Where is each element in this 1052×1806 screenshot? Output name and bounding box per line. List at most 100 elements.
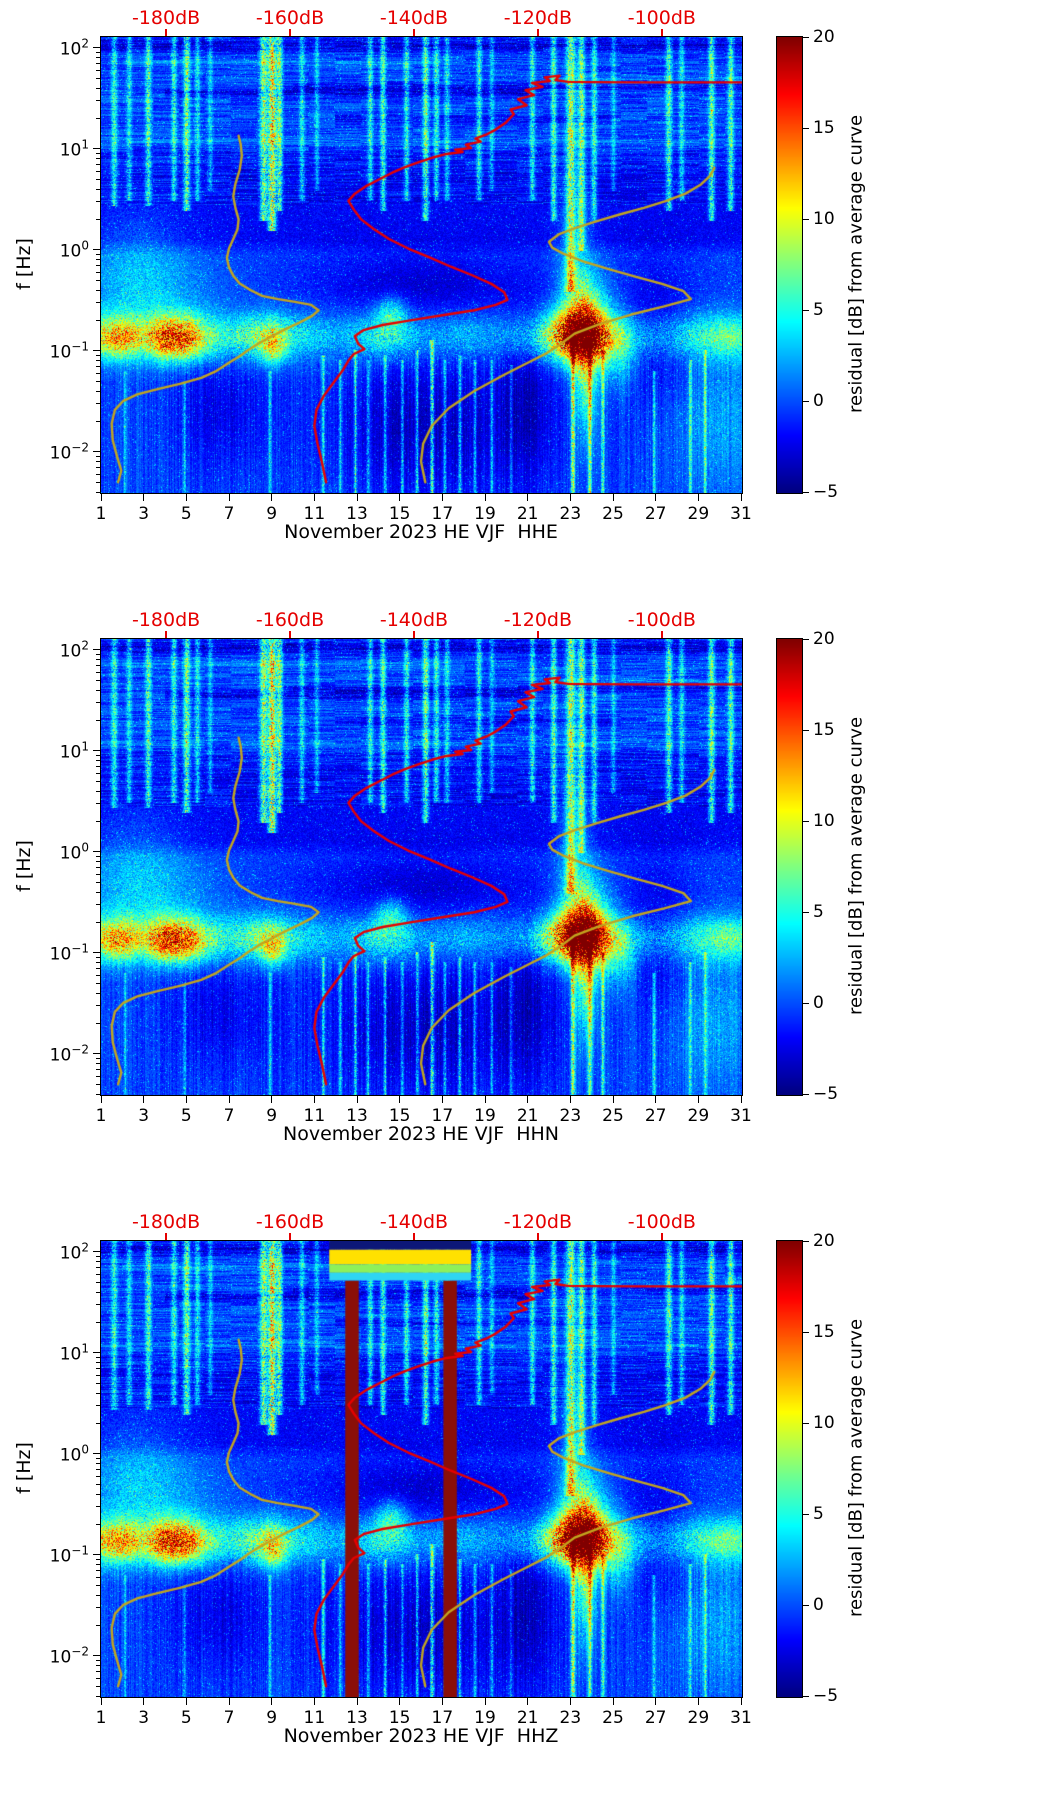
y-minor-tick-mark bbox=[96, 69, 100, 71]
y-minor-tick-mark bbox=[96, 1362, 100, 1364]
y-minor-tick-mark bbox=[96, 1281, 100, 1283]
y-minor-tick-mark bbox=[96, 1457, 100, 1459]
x-tick-label: 25 bbox=[602, 1106, 624, 1126]
top-db-tick-mark bbox=[165, 29, 168, 36]
top-db-label: -160dB bbox=[255, 7, 325, 29]
y-minor-tick-mark bbox=[96, 1266, 100, 1268]
y-minor-tick-mark bbox=[96, 1569, 100, 1571]
x-tick-mark bbox=[527, 494, 529, 501]
x-tick-label: 27 bbox=[644, 504, 667, 524]
top-db-tick-mark bbox=[165, 1233, 168, 1240]
y-minor-tick-mark bbox=[96, 962, 100, 964]
colorbar-tick-mark bbox=[803, 1695, 809, 1697]
x-tick-label: 3 bbox=[138, 504, 150, 524]
x-tick-label: 13 bbox=[346, 504, 368, 524]
x-tick-mark bbox=[740, 1096, 742, 1103]
x-tick-label: 29 bbox=[687, 1106, 710, 1126]
y-minor-tick-mark bbox=[96, 790, 100, 792]
x-tick-label: 7 bbox=[223, 504, 235, 524]
colorbar-tick-label: 0 bbox=[813, 391, 824, 411]
x-tick-label: 17 bbox=[431, 1106, 454, 1126]
y-tick-mark bbox=[93, 1053, 100, 1055]
y-minor-tick-mark bbox=[96, 372, 100, 374]
y-minor-tick-mark bbox=[96, 765, 100, 767]
y-minor-tick-mark bbox=[96, 1022, 100, 1024]
colorbar-tick-label: −5 bbox=[813, 1686, 839, 1706]
x-tick-mark bbox=[740, 494, 742, 501]
colorbar-tick-label: 5 bbox=[813, 300, 824, 320]
colorbar-tick-mark bbox=[803, 1513, 809, 1515]
y-minor-tick-mark bbox=[96, 967, 100, 969]
colorbar-tick-label: 20 bbox=[813, 1231, 835, 1251]
y-axis-label: f [Hz] bbox=[13, 238, 35, 290]
colorbar-tick-label: 5 bbox=[813, 902, 824, 922]
y-minor-tick-mark bbox=[96, 264, 100, 266]
colorbar-tick-label: 10 bbox=[813, 1413, 835, 1433]
x-axis-label: November 2023 HE VJF HHZ bbox=[283, 1725, 559, 1747]
y-minor-tick-mark bbox=[96, 158, 100, 160]
x-tick-label: 7 bbox=[223, 1106, 235, 1126]
x-tick-mark bbox=[697, 1698, 699, 1705]
y-minor-tick-mark bbox=[96, 1493, 100, 1495]
x-tick-mark bbox=[697, 1096, 699, 1103]
y-minor-tick-mark bbox=[96, 466, 100, 468]
y-minor-tick-mark bbox=[96, 62, 100, 64]
y-minor-tick-mark bbox=[96, 1422, 100, 1424]
top-db-label: -180dB bbox=[131, 1211, 201, 1233]
y-tick-mark bbox=[93, 47, 100, 49]
x-tick-mark bbox=[228, 1096, 230, 1103]
y-minor-tick-mark bbox=[96, 1564, 100, 1566]
x-tick-mark bbox=[569, 1698, 571, 1705]
y-minor-tick-mark bbox=[96, 820, 100, 822]
x-tick-mark bbox=[612, 1096, 614, 1103]
y-minor-tick-mark bbox=[96, 271, 100, 273]
top-db-tick-mark bbox=[536, 1233, 539, 1240]
x-tick-label: 15 bbox=[388, 504, 411, 524]
y-minor-tick-mark bbox=[96, 87, 100, 89]
colorbar-tick-mark bbox=[803, 820, 809, 822]
colorbar-tick-label: 15 bbox=[813, 720, 835, 740]
top-db-label: -140dB bbox=[379, 1211, 449, 1233]
x-tick-label: 29 bbox=[687, 1708, 710, 1728]
x-tick-label: 31 bbox=[730, 1106, 752, 1126]
y-tick-mark bbox=[93, 649, 100, 651]
x-tick-label: 1 bbox=[95, 1708, 107, 1728]
y-minor-tick-mark bbox=[96, 100, 100, 102]
colorbar-tick-mark bbox=[803, 1093, 809, 1095]
spectrogram-plot bbox=[100, 638, 743, 1096]
y-minor-tick-mark bbox=[96, 1291, 100, 1293]
x-tick-mark bbox=[313, 1096, 315, 1103]
x-tick-label: 3 bbox=[138, 1708, 150, 1728]
y-minor-tick-mark bbox=[96, 1255, 100, 1257]
y-minor-tick-mark bbox=[96, 1356, 100, 1358]
y-minor-tick-mark bbox=[96, 152, 100, 154]
top-db-label: -140dB bbox=[379, 7, 449, 29]
x-tick-label: 13 bbox=[346, 1106, 368, 1126]
y-minor-tick-mark bbox=[96, 259, 100, 261]
spectrogram-plot bbox=[100, 1240, 743, 1698]
y-minor-tick-mark bbox=[96, 1093, 100, 1095]
colorbar-tick-mark bbox=[803, 218, 809, 220]
x-tick-mark bbox=[143, 1096, 145, 1103]
colorbar-tick-mark bbox=[803, 1331, 809, 1333]
x-tick-label: 19 bbox=[474, 1708, 496, 1728]
y-minor-tick-mark bbox=[96, 354, 100, 356]
y-minor-tick-mark bbox=[96, 772, 100, 774]
y-tick-label: 10−1 bbox=[49, 1543, 89, 1567]
y-tick-label: 101 bbox=[59, 739, 89, 763]
x-tick-mark bbox=[655, 1698, 657, 1705]
top-db-label: -100dB bbox=[627, 609, 696, 631]
y-tick-label: 100 bbox=[59, 840, 89, 864]
y-tick-mark bbox=[93, 451, 100, 453]
x-tick-label: 25 bbox=[602, 1708, 624, 1728]
colorbar-tick-mark bbox=[803, 491, 809, 493]
spectrogram-panel-hhn: f [Hz] November 2023 HE VJF HHN residual… bbox=[0, 602, 1052, 1204]
x-tick-label: 29 bbox=[687, 504, 710, 524]
colorbar-label: residual [dB] from average curve bbox=[845, 114, 867, 414]
x-tick-mark bbox=[655, 494, 657, 501]
y-minor-tick-mark bbox=[96, 1677, 100, 1679]
x-tick-label: 7 bbox=[223, 1708, 235, 1728]
y-minor-tick-mark bbox=[96, 1523, 100, 1525]
x-tick-mark bbox=[271, 494, 273, 501]
y-minor-tick-mark bbox=[96, 1463, 100, 1465]
